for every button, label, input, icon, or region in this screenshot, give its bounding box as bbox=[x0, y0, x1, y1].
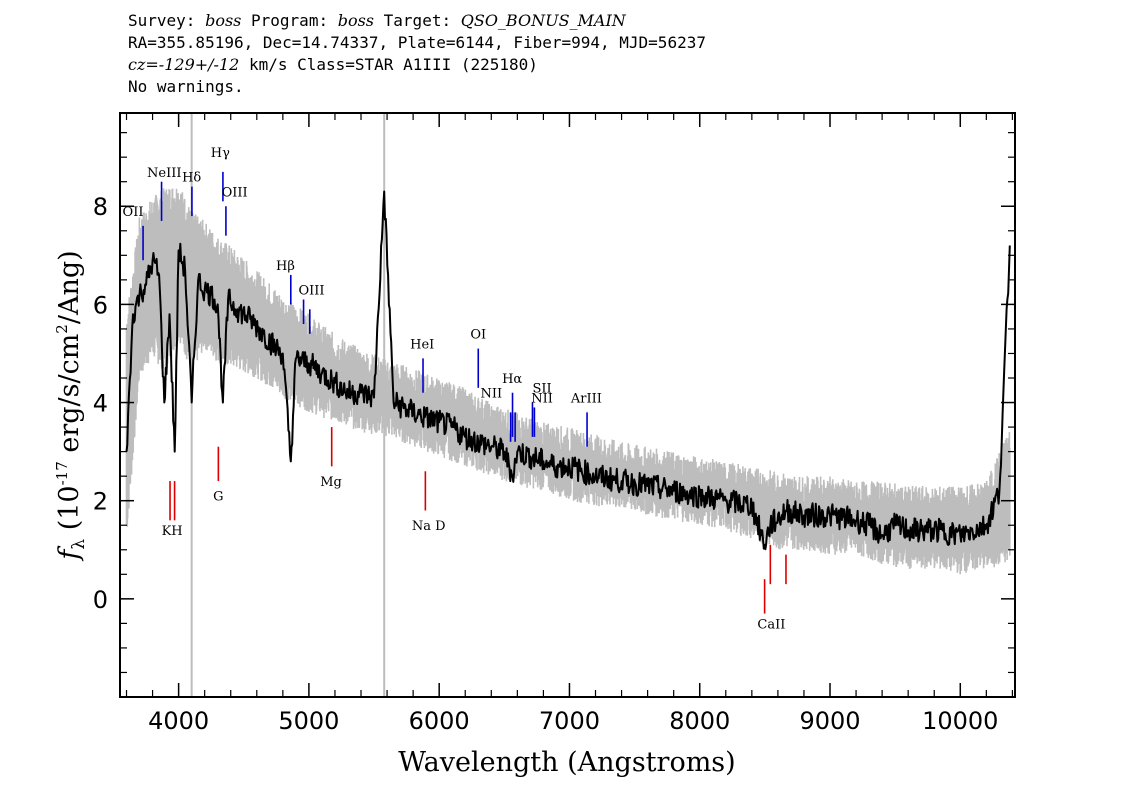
header-line-4: No warnings. bbox=[128, 77, 244, 96]
error-band bbox=[125, 188, 1011, 575]
line-label-5: Hβ bbox=[276, 259, 295, 274]
y-axis-title-group: fλ (10-17 erg/s/cm2/Ang) bbox=[53, 250, 89, 561]
line-label-1: NeIII bbox=[147, 166, 181, 181]
line-label-13: ArIII bbox=[570, 392, 602, 407]
plot-frame bbox=[119, 112, 1016, 698]
x-tick-label-2: 6000 bbox=[409, 707, 470, 735]
x-tick-label-3: 7000 bbox=[539, 707, 600, 735]
y-tick-label-2: 4 bbox=[93, 390, 108, 418]
line-label-2: Hδ bbox=[182, 171, 201, 186]
line-label-7: HeI bbox=[410, 338, 434, 353]
line-label-6: OIII bbox=[298, 284, 324, 299]
flux-line bbox=[125, 190, 1011, 551]
y-tick-label-3: 6 bbox=[93, 291, 108, 319]
axis-ticks: 4000 5000 6000 7000 8000 9000 10000 0 2 4 6 8 bbox=[93, 113, 1015, 735]
x-tick-label-4: 8000 bbox=[669, 707, 730, 735]
header-line-2: RA=355.85196, Dec=14.74337, Plate=6144, … bbox=[128, 33, 706, 52]
survey-label: Survey: bbox=[128, 11, 196, 30]
y-axis-unit-b: erg/s/cm bbox=[54, 334, 85, 462]
line-label-4: OIII bbox=[222, 185, 248, 200]
target-value: QSO_BONUS_MAIN bbox=[460, 11, 626, 30]
line-label-11: SII bbox=[533, 382, 552, 397]
line-label-8: OI bbox=[470, 328, 486, 343]
y-tick-label-4: 8 bbox=[93, 193, 108, 221]
line-label-10: Hα bbox=[502, 372, 522, 387]
y-axis-unit-c: /Ang) bbox=[54, 250, 85, 324]
y-axis-unit-a: (10 bbox=[54, 485, 85, 538]
program-value: boss bbox=[337, 11, 375, 30]
header-line-3: cz=-129+/-12 km/s Class=STAR A1III (2251… bbox=[128, 54, 706, 76]
class-text: km/s Class=STAR A1III (225180) bbox=[239, 55, 538, 74]
x-axis-title: Wavelength (Angstroms) bbox=[398, 747, 735, 778]
line-label-17: Na D bbox=[412, 519, 446, 534]
redshift-value: cz=-129+/-12 bbox=[128, 55, 240, 74]
y-axis-sq: 2 bbox=[53, 324, 71, 334]
survey-value: boss bbox=[205, 11, 242, 30]
line-label-0: OII bbox=[123, 205, 144, 220]
x-tick-label-5: 9000 bbox=[799, 707, 860, 735]
y-axis-exp: -17 bbox=[53, 461, 71, 485]
line-label-18: CaII bbox=[757, 617, 785, 632]
line-label-16: Mg bbox=[320, 475, 342, 490]
target-label: Target: bbox=[383, 11, 452, 30]
line-label-3: Hγ bbox=[211, 146, 230, 161]
program-label: Program: bbox=[251, 11, 329, 30]
spectrum-header: Survey: boss Program: boss Target: QSO_B… bbox=[128, 10, 706, 98]
line-label-14: KH bbox=[162, 524, 183, 539]
x-tick-label-1: 5000 bbox=[278, 707, 339, 735]
line-label-9: NII bbox=[480, 387, 502, 402]
y-axis-lambda: λ bbox=[69, 539, 89, 550]
data-layer bbox=[125, 188, 1011, 575]
line-label-15: G bbox=[213, 490, 223, 505]
y-tick-label-1: 2 bbox=[93, 488, 108, 516]
header-line-1: Survey: boss Program: boss Target: QSO_B… bbox=[128, 10, 706, 32]
x-tick-label-0: 4000 bbox=[148, 707, 209, 735]
y-axis-title: fλ (10-17 erg/s/cm2/Ang) bbox=[53, 250, 89, 561]
line-label-12: NII bbox=[531, 392, 553, 407]
x-tick-label-6: 10000 bbox=[922, 707, 998, 735]
y-tick-label-0: 0 bbox=[93, 586, 108, 614]
